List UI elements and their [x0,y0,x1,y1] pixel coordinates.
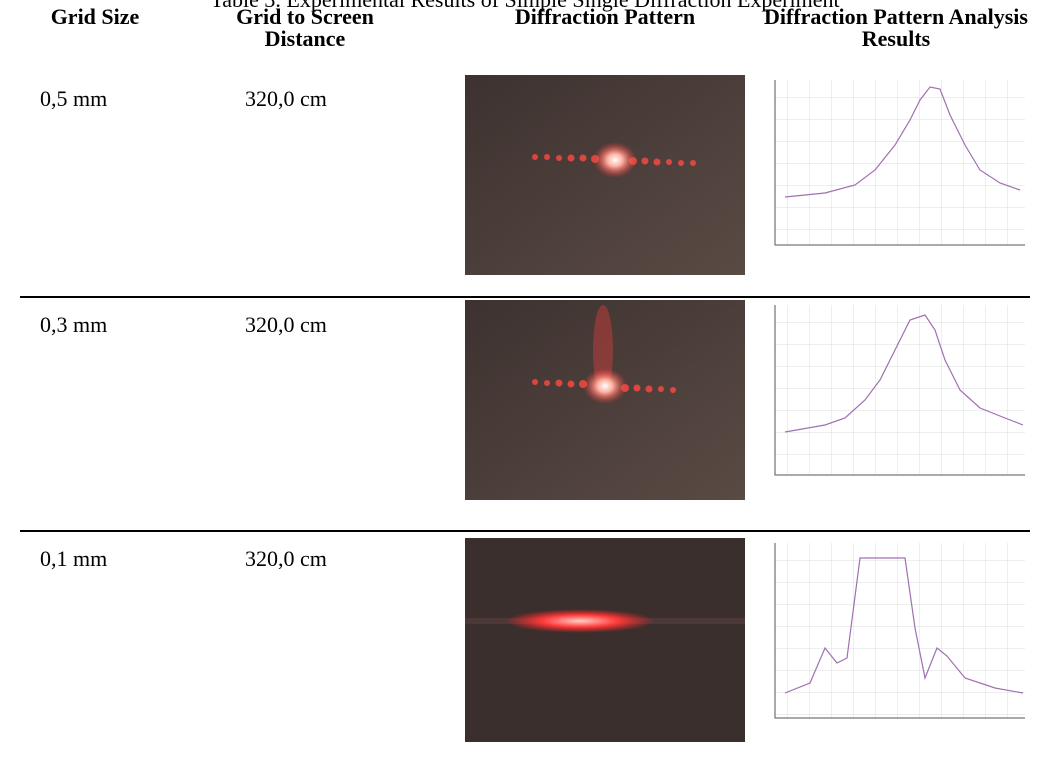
graph [774,543,1025,719]
header: Diffraction Pattern Analysis Results [764,4,1028,51]
row-rule [20,530,1030,532]
row-rule [20,296,1030,298]
cell: 320,0 cm [245,312,327,337]
cell: 0,3 mm [40,312,108,337]
header: Grid to Screen Distance [236,4,374,51]
header: Grid Size [50,4,140,29]
graph [774,80,1025,246]
cell: 0,5 mm [40,86,108,111]
cell: 0,1 mm [40,546,108,571]
header: Diffraction Pattern [514,4,696,29]
graph [774,305,1025,476]
photo [465,75,745,275]
photo [465,300,745,500]
cell: 320,0 cm [245,546,327,571]
caption: Table 3. Experimental Results of Simple … [20,0,1030,13]
cell: 320,0 cm [245,86,327,111]
photo [465,538,745,742]
